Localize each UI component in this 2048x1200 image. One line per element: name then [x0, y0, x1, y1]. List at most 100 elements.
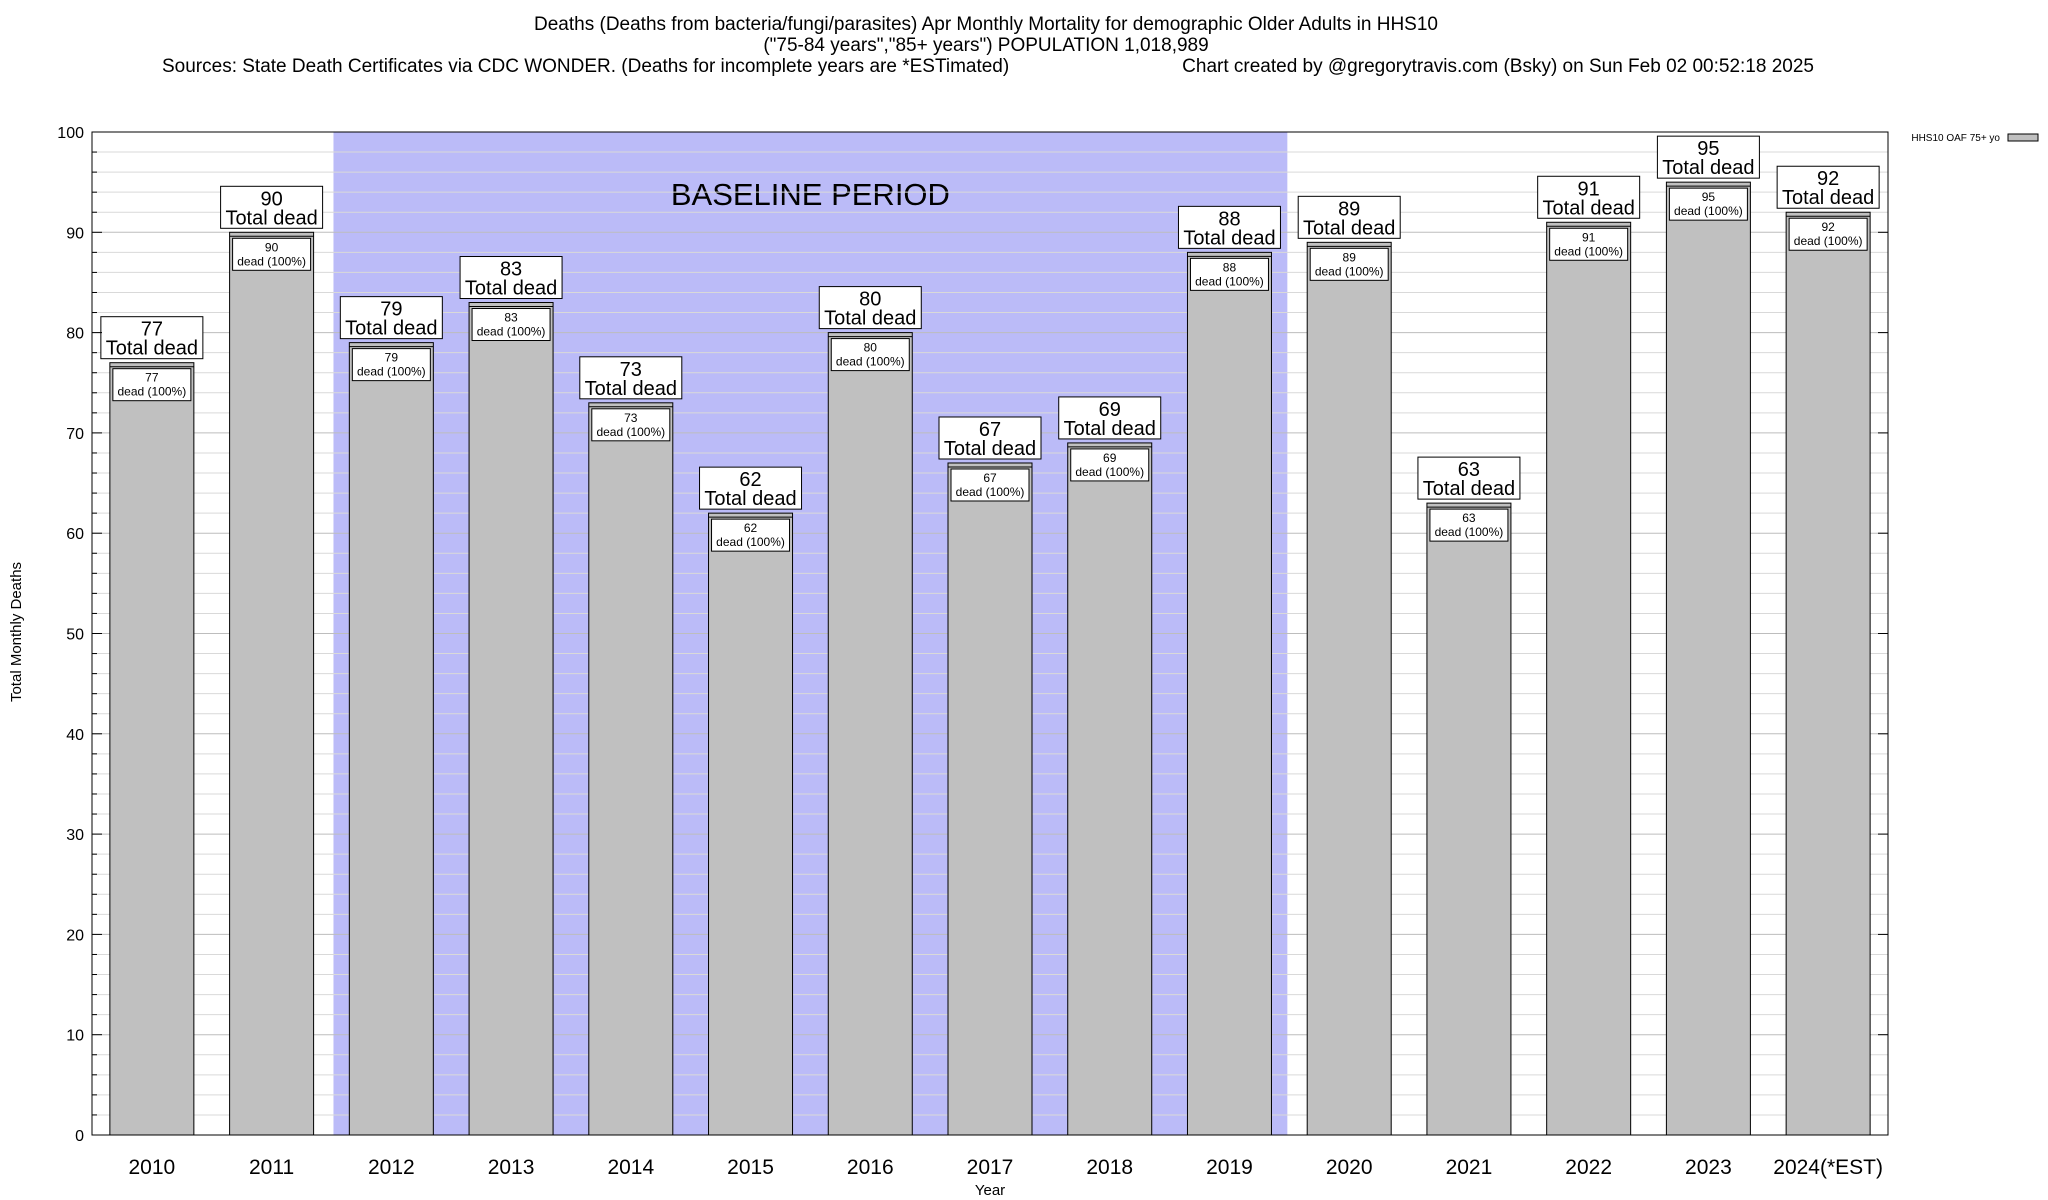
outer-label-box — [1058, 396, 1162, 440]
x-tick-label: 2011 — [249, 1156, 294, 1179]
x-tick-label: 2012 — [368, 1156, 415, 1179]
outer-value-label: 77 — [141, 319, 163, 341]
inner-dead-label: dead (100%) — [1435, 525, 1504, 539]
inner-dead-label: dead (100%) — [357, 365, 426, 379]
inner-dead-label: dead (100%) — [1674, 204, 1743, 218]
outer-total-label: Total dead — [1782, 187, 1874, 209]
outer-total-label: Total dead — [824, 308, 916, 330]
bar — [588, 402, 674, 1136]
outer-total-label: Total dead — [1064, 418, 1156, 440]
outer-label-box — [1297, 195, 1401, 239]
inner-dead-label: dead (100%) — [1195, 274, 1264, 288]
y-tick-label: 20 — [66, 927, 84, 944]
y-tick-label: 90 — [66, 225, 84, 242]
inner-value-label: 69 — [1103, 451, 1117, 465]
x-tick-label: 2023 — [1685, 1156, 1732, 1179]
x-tick-label: 2017 — [967, 1156, 1014, 1179]
x-tick-label: 2015 — [727, 1156, 774, 1179]
outer-label-box — [818, 286, 922, 330]
inner-label-box — [1070, 448, 1150, 482]
bar — [947, 462, 1033, 1136]
outer-label-box — [100, 316, 204, 360]
y-tick-label: 70 — [66, 426, 84, 443]
x-tick-label: 2021 — [1446, 1156, 1493, 1179]
chart-credit-line: Chart created by @gregorytravis.com (Bsk… — [1182, 56, 1814, 77]
inner-value-label: 80 — [864, 341, 878, 355]
x-tick-label: 2019 — [1206, 1156, 1253, 1179]
inner-dead-label: dead (100%) — [596, 425, 665, 439]
y-tick-label: 50 — [66, 627, 84, 644]
y-tick-label: 60 — [66, 526, 84, 543]
bar — [1067, 442, 1153, 1136]
inner-label-box — [1429, 508, 1509, 542]
bar — [109, 362, 195, 1136]
y-tick-label: 10 — [66, 1028, 84, 1045]
outer-label-box — [1537, 175, 1641, 219]
y-tick-label: 40 — [66, 727, 84, 744]
inner-dead-label: dead (100%) — [237, 254, 306, 268]
outer-total-label: Total dead — [704, 488, 796, 510]
outer-value-label: 69 — [1099, 399, 1121, 421]
y-tick-label: 100 — [57, 125, 84, 142]
inner-value-label: 83 — [504, 311, 518, 325]
inner-value-label: 67 — [983, 471, 997, 485]
y-tick-label: 80 — [66, 326, 84, 343]
outer-value-label: 79 — [380, 299, 402, 321]
legend: HHS10 OAF 75+ yo — [1911, 133, 2039, 144]
outer-value-label: 80 — [859, 289, 881, 311]
inner-dead-label: dead (100%) — [836, 355, 905, 369]
bar — [348, 342, 434, 1136]
inner-dead-label: dead (100%) — [1315, 264, 1384, 278]
x-tick-label: 2010 — [129, 1156, 176, 1179]
inner-label-box — [1668, 187, 1748, 221]
bar — [1306, 241, 1392, 1136]
chart-title-line-2: ("75-84 years","85+ years") POPULATION 1… — [763, 35, 1208, 56]
x-axis-label: Year — [975, 1182, 1005, 1199]
outer-value-label: 67 — [979, 419, 1001, 441]
outer-label-box — [1776, 165, 1880, 209]
inner-label-box — [950, 468, 1030, 502]
outer-value-label: 88 — [1218, 208, 1240, 230]
y-tick-label: 30 — [66, 827, 84, 844]
bar — [708, 512, 794, 1136]
inner-value-label: 79 — [385, 351, 399, 365]
outer-value-label: 95 — [1697, 138, 1719, 160]
inner-dead-label: dead (100%) — [1554, 244, 1623, 258]
inner-dead-label: dead (100%) — [716, 535, 785, 549]
inner-dead-label: dead (100%) — [1794, 234, 1863, 248]
x-tick-label: 2014 — [607, 1156, 654, 1179]
inner-label-box — [471, 308, 551, 342]
y-tick-label: 0 — [75, 1128, 84, 1145]
axes: 0 10 20 30 40 50 60 70 80 90 100 2010 2011 2012 2013 20… — [57, 125, 1889, 1179]
inner-value-label: 62 — [744, 521, 758, 535]
inner-value-label: 90 — [265, 240, 279, 254]
outer-value-label: 63 — [1458, 459, 1480, 481]
inner-label-box — [112, 368, 192, 402]
x-tick-label: 2022 — [1565, 1156, 1612, 1179]
inner-label-box — [1189, 257, 1269, 291]
bar — [1665, 181, 1751, 1136]
legend-swatch — [2007, 133, 2039, 142]
outer-label-box — [339, 296, 443, 340]
inner-dead-label: dead (100%) — [956, 485, 1025, 499]
outer-value-label: 73 — [620, 359, 642, 381]
outer-value-label: 62 — [739, 469, 761, 491]
bar — [1186, 251, 1272, 1136]
inner-dead-label: dead (100%) — [1075, 465, 1144, 479]
inner-label-box — [591, 408, 671, 442]
inner-value-label: 88 — [1223, 260, 1237, 274]
outer-value-label: 83 — [500, 259, 522, 281]
outer-label-box — [459, 256, 563, 300]
outer-value-label: 92 — [1817, 168, 1839, 190]
chart-title-line-1: Deaths (Deaths from bacteria/fungi/paras… — [534, 14, 1438, 35]
inner-value-label: 89 — [1343, 250, 1357, 264]
legend-label: HHS10 OAF 75+ yo — [1911, 133, 2000, 144]
inner-label-box — [232, 237, 312, 271]
bar — [1546, 221, 1632, 1136]
outer-total-label: Total dead — [1423, 478, 1515, 500]
inner-value-label: 63 — [1462, 511, 1476, 525]
outer-value-label: 89 — [1338, 198, 1360, 220]
x-tick-label: 2013 — [488, 1156, 535, 1179]
